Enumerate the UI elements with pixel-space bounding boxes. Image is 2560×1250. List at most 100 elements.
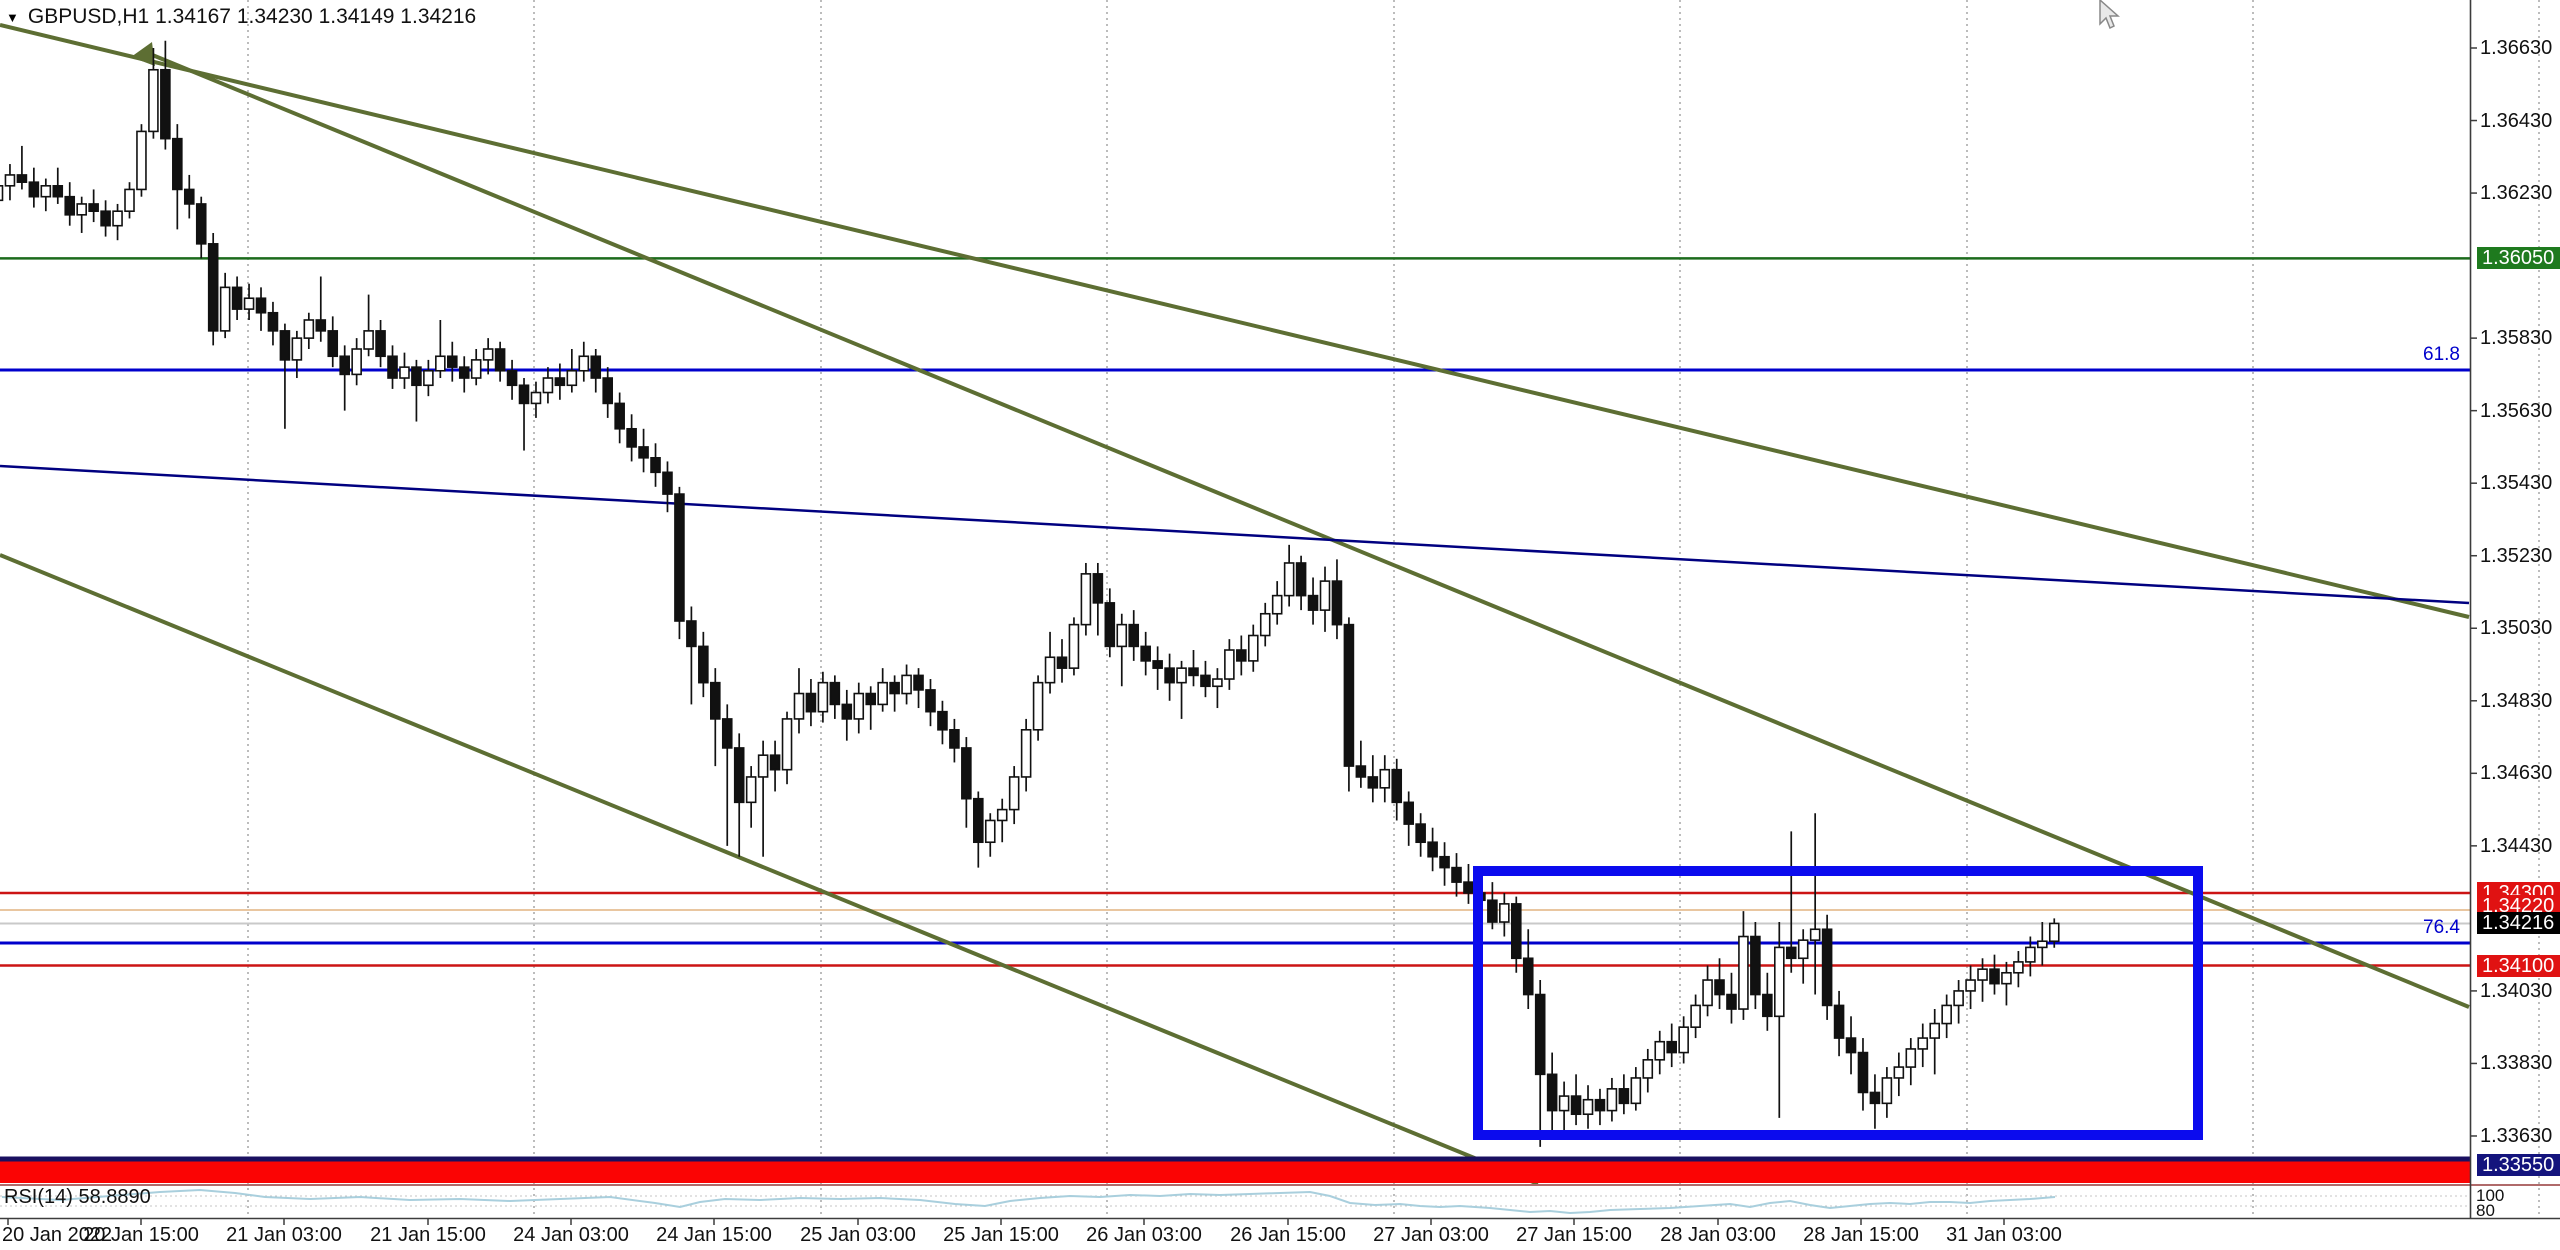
- bear-candle-body: [327, 330, 339, 358]
- bull-candle-body: [1941, 1004, 1952, 1025]
- bear-candle-body: [28, 181, 40, 198]
- bear-candle-body: [1821, 928, 1833, 1007]
- bear-candle-body: [1188, 667, 1199, 677]
- bear-candle-body: [638, 446, 649, 459]
- bear-candle-body: [614, 402, 625, 430]
- bear-candle-body: [1546, 1073, 1558, 1112]
- bear-candle-body: [865, 692, 877, 706]
- trendline-upper-olive[interactable]: [0, 23, 2470, 619]
- bear-candle-body: [698, 645, 709, 684]
- bull-candle-body: [1212, 678, 1223, 688]
- bear-candle-body: [411, 366, 422, 387]
- bear-candle-body: [339, 355, 350, 376]
- bear-candle-body: [1331, 580, 1343, 626]
- bull-candle-body: [219, 286, 231, 332]
- mouse-cursor-icon: [2099, 0, 2120, 30]
- bull-candle-body: [112, 210, 123, 227]
- bear-candle-body: [1451, 866, 1462, 883]
- bull-candle-body: [4, 174, 16, 187]
- bear-candle-body: [937, 710, 948, 731]
- bull-candle-body: [2001, 971, 2012, 985]
- bear-candle-body: [1570, 1095, 1582, 1116]
- bear-candle-body: [973, 797, 984, 844]
- bear-candle-body: [1762, 993, 1773, 1018]
- bear-candle-body: [1056, 656, 1068, 669]
- bear-candle-body: [375, 330, 386, 358]
- bull-candle-body: [243, 297, 255, 310]
- bull-candle-body: [1881, 1077, 1893, 1105]
- bear-candle-body: [160, 68, 171, 140]
- bull-candle-body: [1630, 1077, 1642, 1105]
- bull-candle-body: [1917, 1037, 1929, 1050]
- bear-candle-body: [100, 210, 111, 227]
- bull-candle-body: [1271, 594, 1283, 615]
- bear-candle-body: [602, 377, 614, 405]
- bull-candle-body: [1773, 946, 1785, 1018]
- bull-candle-body: [1008, 776, 1020, 811]
- bear-candle-body: [626, 427, 637, 448]
- bear-candle-body: [183, 188, 195, 205]
- bull-candle-body: [136, 130, 147, 191]
- bull-candle-body: [40, 185, 52, 198]
- bear-candle-body: [1164, 667, 1175, 684]
- bull-candle-body: [530, 391, 542, 405]
- bear-candle-body: [1510, 903, 1522, 960]
- bear-candle-body: [1307, 594, 1319, 611]
- bear-candle-body: [1666, 1040, 1677, 1054]
- bear-candle-body: [674, 493, 685, 622]
- bear-candle-body: [1403, 801, 1414, 825]
- bull-candle-body: [148, 68, 159, 133]
- trendline-steep-olive[interactable]: [149, 52, 2470, 1009]
- bear-candle-body: [1463, 881, 1474, 894]
- bull-candle-body: [1809, 928, 1821, 941]
- rsi-line[interactable]: [1, 1188, 2056, 1215]
- bear-candle-body: [662, 471, 673, 495]
- bear-candle-body: [267, 311, 279, 332]
- bull-candle-body: [1654, 1040, 1666, 1061]
- bear-candle-body: [446, 355, 458, 368]
- bear-candle-body: [195, 203, 207, 245]
- bull-candle-body: [76, 203, 87, 216]
- bear-candle-body: [231, 286, 243, 310]
- bull-candle-body: [363, 330, 374, 350]
- bull-candle-body: [996, 808, 1008, 822]
- bull-candle-body: [1606, 1088, 1618, 1112]
- bull-candle-body: [781, 718, 793, 771]
- bear-candle-body: [1618, 1088, 1630, 1105]
- trendline-navy[interactable]: [0, 464, 2470, 605]
- bull-candle-body: [1068, 623, 1080, 669]
- bull-candle-body: [1499, 903, 1510, 923]
- bear-candle-body: [1750, 935, 1761, 996]
- bear-candle-body: [64, 195, 76, 216]
- bull-candle-body: [1044, 656, 1056, 684]
- bull-candle-body: [542, 377, 554, 394]
- bear-candle-body: [172, 137, 183, 191]
- bull-candle-body: [1224, 649, 1235, 680]
- bear-candle-body: [1785, 946, 1797, 960]
- bear-candle-body: [961, 747, 972, 800]
- bear-candle-body: [52, 185, 64, 198]
- bear-candle-body: [1857, 1051, 1869, 1094]
- bear-candle-body: [315, 319, 327, 332]
- bull-candle-body: [1953, 990, 1964, 1007]
- bear-candle-body: [686, 620, 697, 648]
- bull-candle-body: [1283, 562, 1295, 597]
- trendline-channel-olive[interactable]: [0, 553, 1539, 1186]
- bear-candle-body: [769, 754, 781, 771]
- bear-candle-body: [1295, 562, 1307, 597]
- bear-candle-body: [207, 243, 219, 332]
- bear-candle-body: [1200, 674, 1211, 688]
- bull-candle-body: [291, 337, 303, 361]
- bear-candle-body: [279, 330, 291, 361]
- bull-candle-body: [1379, 768, 1391, 789]
- bull-candle-body: [1929, 1022, 1941, 1039]
- bear-candle-body: [829, 681, 841, 706]
- support-zone-1-33550[interactable]: [0, 1161, 2470, 1183]
- bull-candle-body: [470, 359, 482, 379]
- bull-candle-body: [984, 819, 996, 844]
- consolidation-rectangle[interactable]: [1473, 866, 2203, 1140]
- bull-candle-body: [1558, 1095, 1570, 1112]
- bull-candle-body: [578, 355, 590, 372]
